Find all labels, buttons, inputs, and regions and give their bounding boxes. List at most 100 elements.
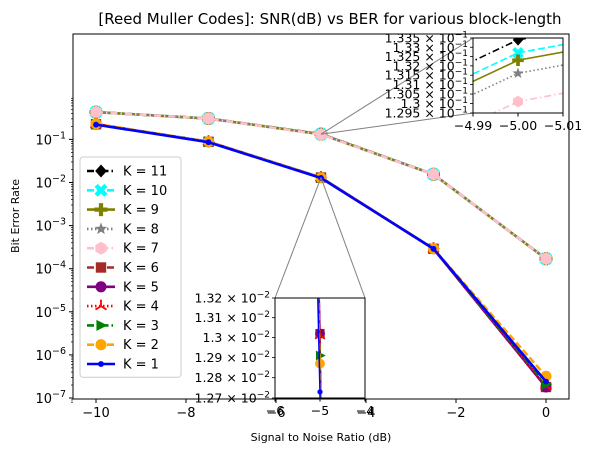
- zoom-line: [320, 37, 474, 135]
- inset1-point-k-9-2: [512, 54, 524, 67]
- legend-swatch-marker: [95, 241, 107, 255]
- plot-frame: [72, 33, 570, 400]
- x-tick-label: −6: [266, 406, 285, 421]
- zoom-connector-lines: [274, 37, 474, 299]
- x-tick-label: −8: [176, 406, 195, 421]
- point-k-1-4: [543, 378, 549, 385]
- legend-label: K = 6: [123, 261, 159, 276]
- y-tick-label: 10−4: [35, 260, 66, 278]
- point-k-1-0: [93, 121, 99, 128]
- inset1-point-k-10-2: [512, 47, 524, 59]
- chart-title: [Reed Muller Codes]: SNR(dB) vs BER for …: [98, 10, 561, 28]
- x-tick-label: −10: [82, 406, 109, 421]
- legend-swatch-marker: [94, 203, 108, 217]
- inset1-x-tick-label: −5.01: [544, 118, 582, 133]
- point-k-7-4: [540, 252, 552, 266]
- legend-swatch-marker: [94, 222, 108, 235]
- inset2-y-tick-label: 1.28 × 10−2: [195, 370, 270, 385]
- inset1-y-tick-label: 1.305 × 10−1: [385, 87, 468, 102]
- inset2-x-tick-label: −6: [266, 403, 284, 418]
- inset-bottom-center-ticks: −6 −5 −4 1.27 × 10−2 1.28 × 10−2 1.29 × 10−2 1…: [195, 291, 375, 419]
- legend-item-k-9: K = 9: [87, 203, 159, 218]
- inset2-x-tick-label: −4: [356, 403, 374, 418]
- inset1-y-tick-label: 1.3 × 10−1: [401, 96, 469, 111]
- point-k-7-2: [315, 127, 327, 141]
- inset2-point-k-1-2: [317, 389, 323, 395]
- inset1-point-k-7-2: [512, 95, 524, 108]
- inset1-y-tick-label: 1.315 × 10−1: [385, 68, 468, 83]
- inset2-y-tick-label: 1.27 × 10−2: [195, 391, 270, 406]
- inset1-x-tick-label: −5.00: [499, 118, 537, 133]
- inset1-point-k-8-2: [512, 67, 524, 79]
- inset1-x-tick-label: −4.99: [454, 118, 492, 133]
- legend-label: K = 3: [123, 319, 159, 334]
- legend: K = 11 K = 10 K = 9 K = 8 K = 7 K = 6 K = 5 K =…: [79, 156, 182, 378]
- legend-swatch-marker: [95, 164, 107, 178]
- inset1-point-k-11-2: [512, 38, 524, 46]
- inset1-y-tick-label: 1.295 × 10−1: [385, 106, 468, 121]
- inset2-y-tick-label: 1.32 × 10−2: [195, 291, 270, 306]
- legend-swatch-marker: [98, 361, 104, 367]
- point-k-7-3: [427, 167, 440, 181]
- zoom-line: [320, 177, 366, 299]
- legend-swatch-marker: [95, 281, 107, 293]
- point-k-1-1: [205, 139, 212, 146]
- x-tick-label: 0: [542, 406, 550, 421]
- legend-label: K = 1: [123, 358, 159, 373]
- legend-item-k-3: K = 3: [87, 319, 159, 334]
- inset1-y-tick-label: 1.32 × 10−1: [393, 58, 468, 73]
- legend-swatch-marker: [95, 262, 107, 273]
- point-k-1-3: [430, 245, 437, 252]
- y-tick-label: 10−2: [35, 174, 66, 192]
- legend-box: [79, 156, 182, 378]
- legend-label: K = 11: [123, 165, 167, 180]
- y-tick-label: 10−6: [35, 346, 66, 364]
- inset2-x-tick-label: −5: [311, 403, 329, 418]
- inset2-y-tick-label: 1.3 × 10−2: [203, 330, 271, 345]
- legend-label: K = 5: [123, 280, 159, 295]
- zoom-line: [320, 112, 474, 135]
- legend-label: K = 4: [123, 300, 159, 315]
- legend-swatch-marker: [95, 339, 107, 351]
- y-axis-label: Bit Error Rate: [9, 179, 22, 253]
- series-line-k-7: [95, 110, 547, 260]
- legend-item-k-7: K = 7: [87, 241, 159, 257]
- inset1-y-tick-label: 1.325 × 10−1: [385, 49, 468, 64]
- main-ticks: −10 −8 −6 −4 −2 0 10−7 10−6 10−5 10−4 10−3 10−2 10−1: [35, 97, 550, 421]
- zoom-line: [274, 177, 322, 299]
- series-k-7: [90, 105, 552, 266]
- main-series: [89, 105, 553, 393]
- legend-label: K = 8: [123, 222, 159, 237]
- legend-swatch-marker: [96, 319, 108, 331]
- inset1-y-tick-label: 1.33 × 10−1: [393, 40, 468, 55]
- inset-bottom-center: −6 −5 −4 1.27 × 10−2 1.28 × 10−2 1.29 × 10−2 1…: [195, 291, 375, 419]
- legend-label: K = 9: [123, 203, 159, 218]
- legend-item-k-5: K = 5: [87, 280, 159, 295]
- y-tick-label: 10−1: [35, 130, 66, 148]
- legend-item-k-1: K = 1: [87, 358, 159, 373]
- legend-label: K = 2: [123, 338, 159, 353]
- inset-bottom-center-series: [314, 298, 326, 398]
- inset-top-right-ticks: −4.99 −5.00 −5.011.295 × 10−11.3 × 10−11.3…: [385, 31, 583, 134]
- y-tick-label: 10−3: [35, 217, 66, 235]
- inset1-y-tick-label: 1.335 × 10−1: [385, 31, 468, 46]
- inset2-series-k-1: [317, 298, 323, 398]
- legend-swatch-marker: [94, 183, 108, 197]
- legend-label: K = 7: [123, 242, 159, 257]
- legend-label: K = 10: [123, 184, 167, 199]
- legend-item-k-11: K = 11: [87, 164, 167, 180]
- y-tick-label: 10−7: [35, 389, 66, 407]
- x-tick-label: −4: [356, 406, 375, 421]
- legend-swatch-marker: [94, 299, 108, 311]
- legend-item-k-10: K = 10: [87, 184, 167, 199]
- point-k-7-1: [202, 112, 215, 126]
- legend-item-k-6: K = 6: [87, 261, 159, 276]
- legend-item-k-8: K = 8: [87, 222, 159, 237]
- x-tick-label: −2: [446, 406, 465, 421]
